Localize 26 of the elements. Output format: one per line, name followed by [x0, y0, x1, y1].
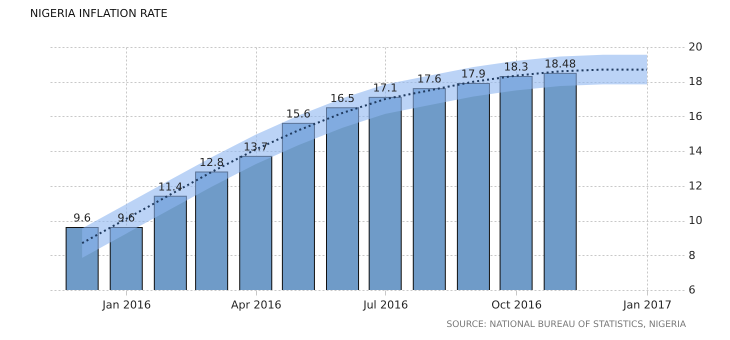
- x-tick-label: Apr 2016: [230, 298, 282, 312]
- y-tick-label: 20: [688, 40, 702, 54]
- data-label: 17.6: [417, 72, 442, 86]
- data-label: 11.4: [158, 180, 183, 194]
- data-label: 15.6: [286, 107, 311, 120]
- x-tick-label: Oct 2016: [491, 298, 542, 312]
- y-tick-label: 16: [688, 110, 702, 123]
- x-tick-label: Jan 2016: [102, 298, 151, 312]
- data-label: 17.1: [372, 81, 398, 94]
- y-tick-label: 6: [688, 284, 696, 296]
- data-label: 16.5: [330, 92, 355, 105]
- data-label: 12.8: [199, 156, 224, 169]
- data-label: 18.3: [504, 60, 528, 74]
- data-label: 9.6: [118, 212, 136, 225]
- data-label: 17.9: [461, 67, 486, 80]
- y-tick-label: 14: [688, 144, 702, 158]
- y-tick-label: 12: [688, 179, 702, 192]
- y-tick-label: 8: [688, 248, 696, 262]
- y-tick-label: 18: [688, 75, 702, 88]
- y-tick-label: 10: [688, 214, 702, 228]
- source-note: SOURCE: NATIONAL BUREAU OF STATISTICS, NIGERIA: [446, 320, 686, 330]
- data-label: 18.48: [544, 57, 576, 70]
- chart-title: NIGERIA INFLATION RATE: [30, 7, 168, 20]
- data-label: 9.6: [73, 212, 91, 225]
- x-tick-label: Jan 2017: [622, 298, 672, 312]
- x-tick-label: Jul 2016: [362, 298, 408, 312]
